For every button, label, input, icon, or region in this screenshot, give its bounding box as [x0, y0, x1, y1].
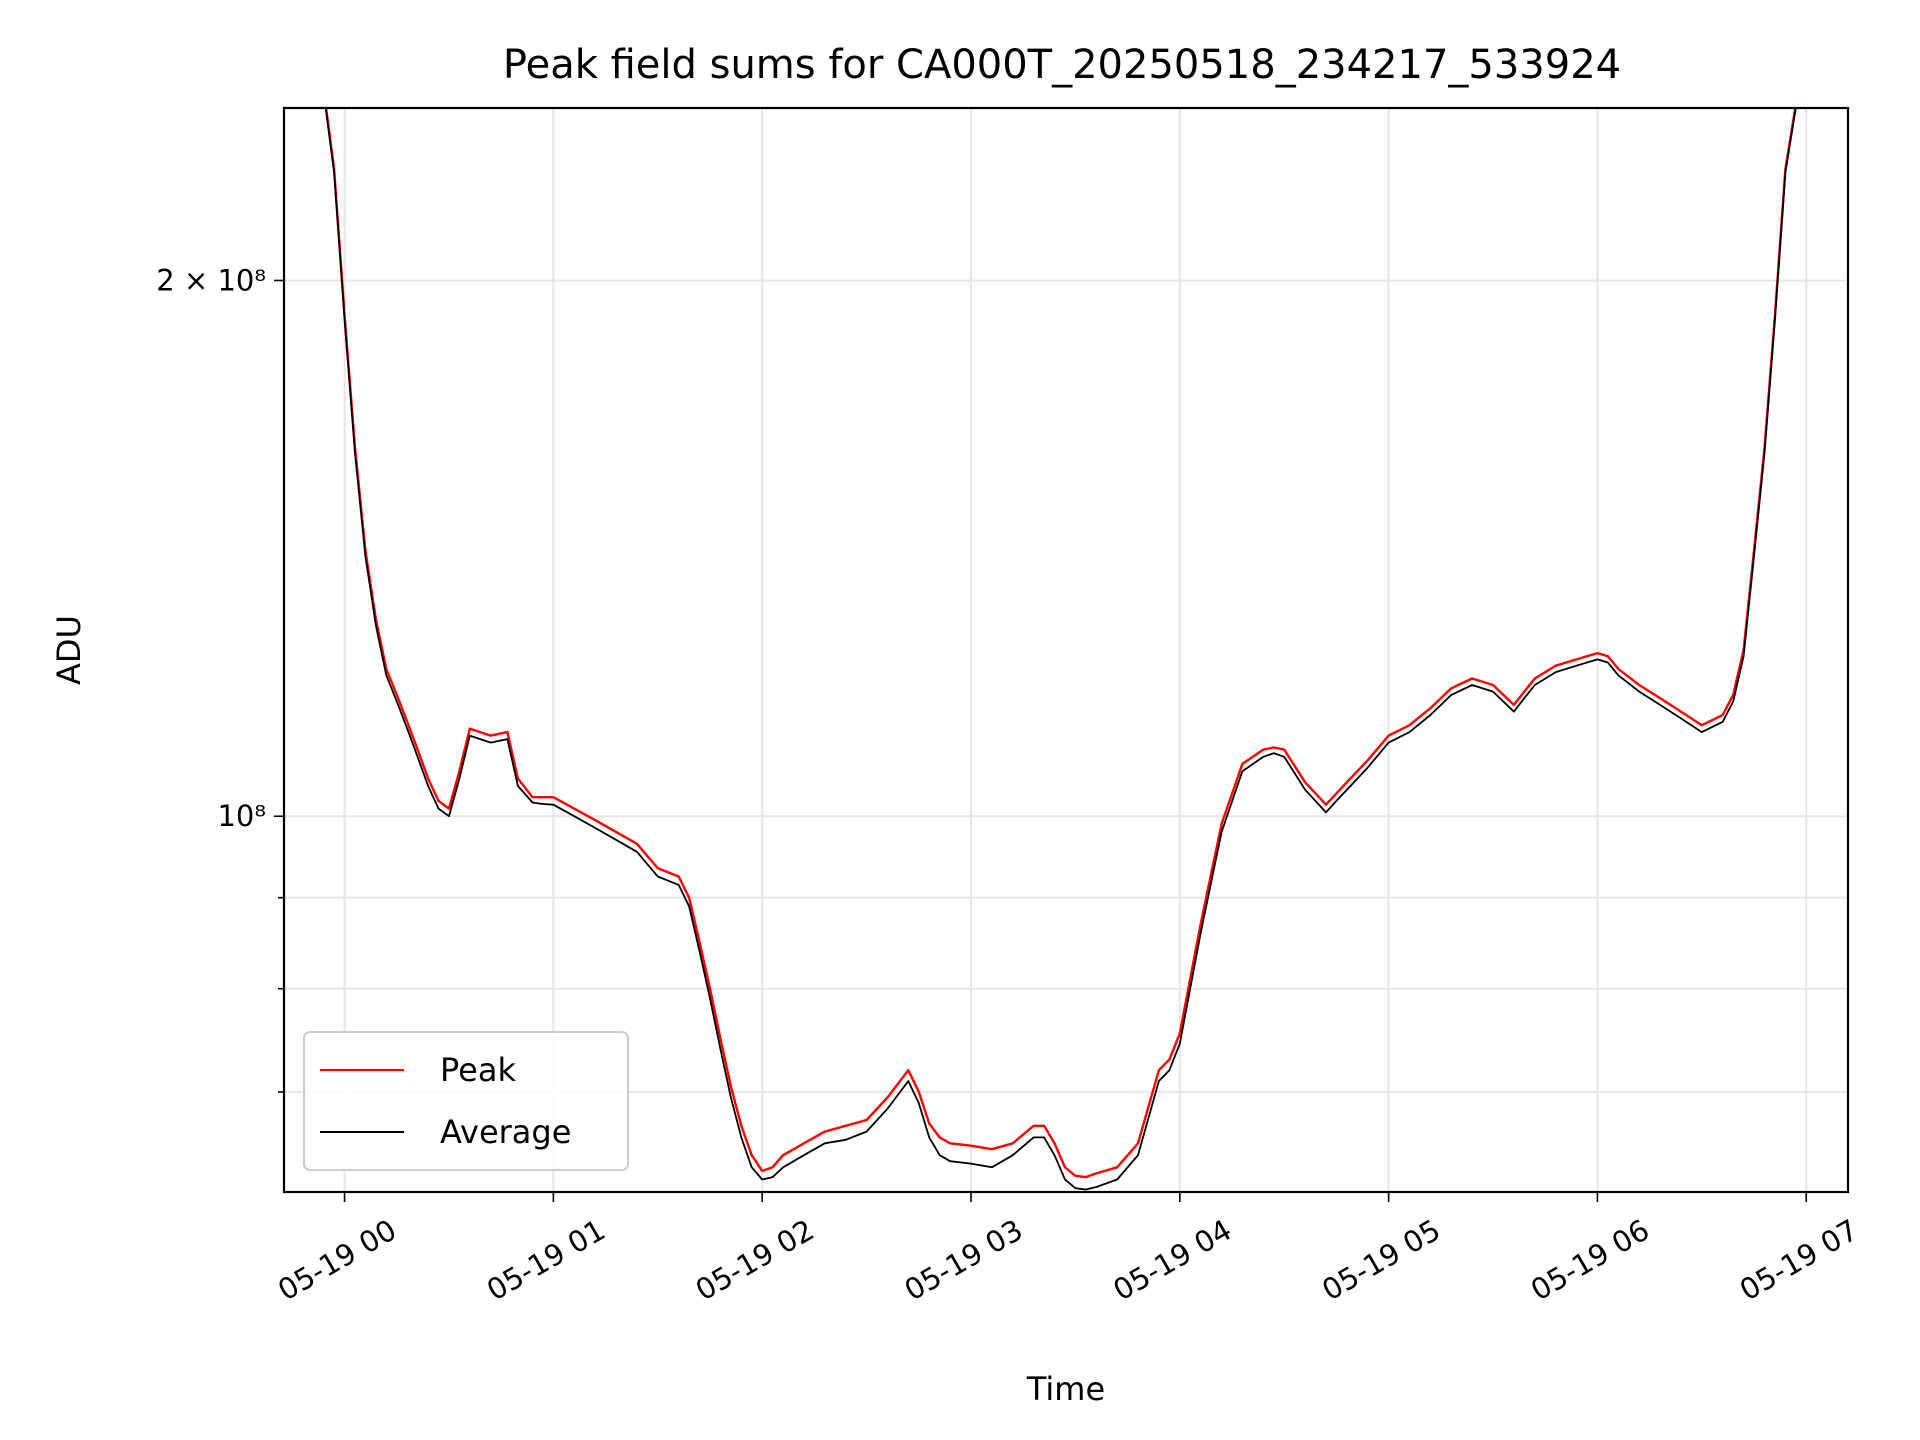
x-tick-label: 05-19 01: [481, 1213, 611, 1308]
series-line-peak: [324, 108, 1797, 1179]
y-tick-label: 10⁸: [217, 799, 266, 833]
series-layer: [324, 108, 1797, 1191]
y-axis: 10⁸ 2 × 10⁸: [156, 263, 284, 1093]
x-axis-label: Time: [1026, 1370, 1105, 1408]
grid: [284, 108, 1848, 1192]
x-axis: 05-19 00 05-19 01 05-19 02 05-19 03 05-19 04…: [272, 1192, 1864, 1307]
x-tick-label: 05-19 07: [1734, 1213, 1864, 1308]
y-tick-label: 2 × 10⁸: [156, 263, 266, 297]
x-tick-label: 05-19 02: [690, 1213, 820, 1308]
x-tick-label: 05-19 03: [899, 1213, 1029, 1308]
x-tick-label: 05-19 04: [1107, 1213, 1237, 1308]
y-axis-label: ADU: [50, 615, 88, 685]
plot-frame: [282, 106, 1850, 1194]
series-line-average: [324, 108, 1797, 1191]
chart-title: Peak field sums for CA000T_20250518_2342…: [503, 42, 1621, 88]
legend-label-peak: Peak: [440, 1051, 516, 1089]
legend: Peak Average: [303, 1031, 629, 1171]
x-tick-label: 05-19 05: [1316, 1213, 1446, 1308]
x-tick-label: 05-19 06: [1525, 1213, 1655, 1308]
x-tick-label: 05-19 00: [272, 1213, 402, 1308]
legend-box: [303, 1031, 629, 1171]
legend-label-average: Average: [440, 1113, 571, 1151]
